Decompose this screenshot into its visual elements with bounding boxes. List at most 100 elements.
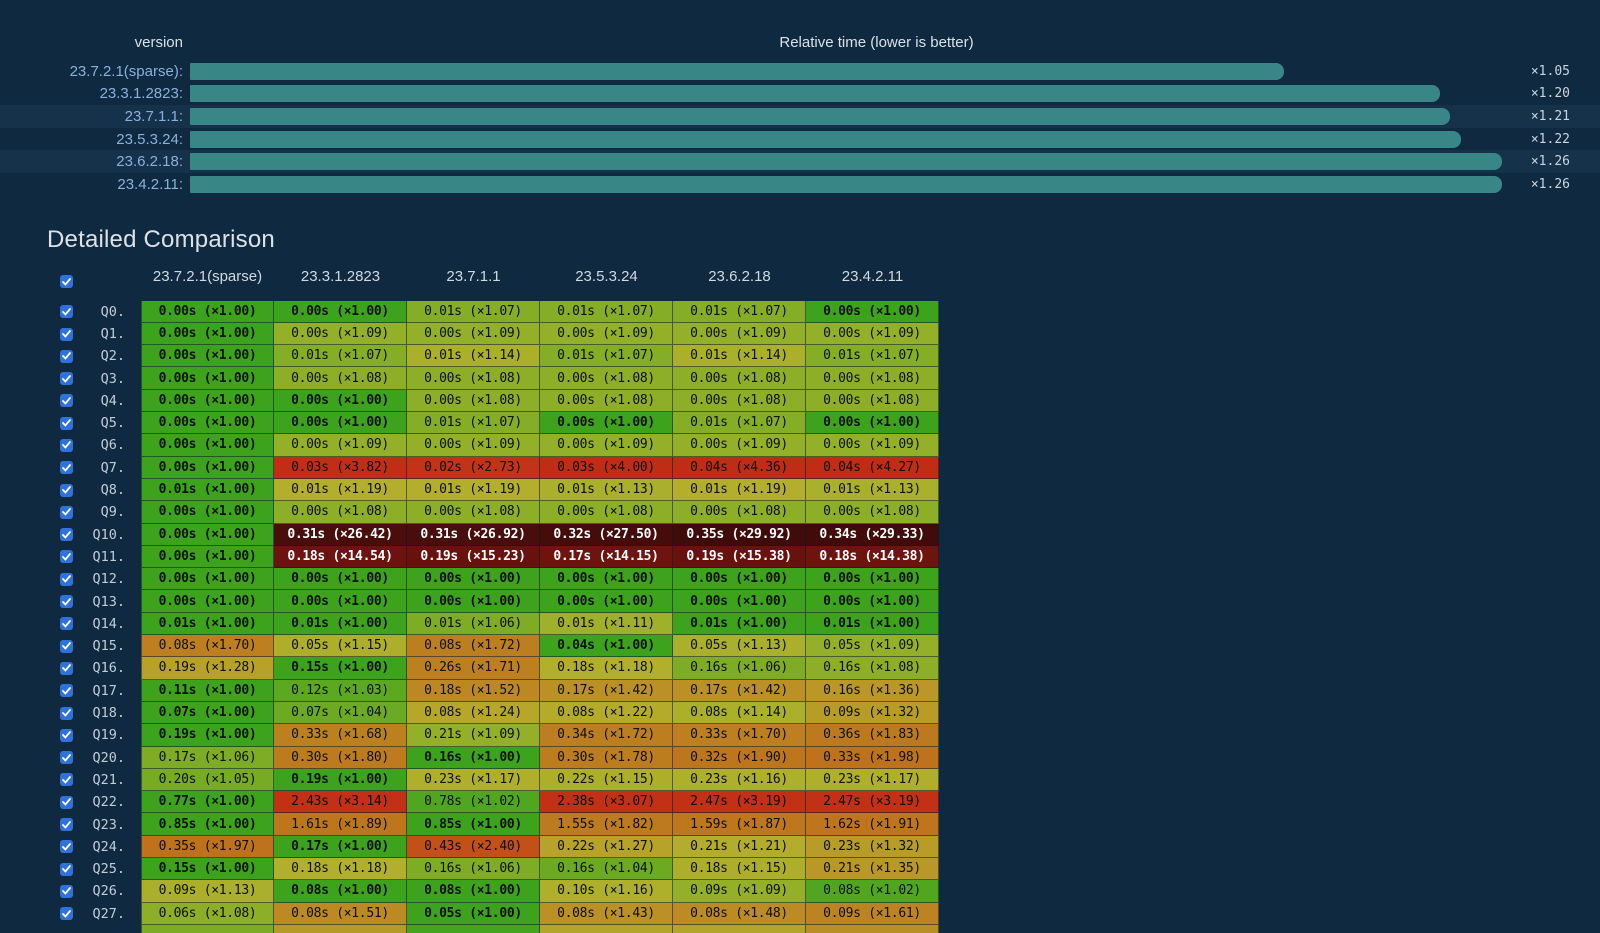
result-cell: 0.00s (×1.08) — [407, 501, 540, 524]
row-checkbox[interactable] — [60, 305, 73, 319]
row-checkbox[interactable] — [60, 550, 73, 564]
table-row: Q12. 0.00s (×1.00) 0.00s (×1.00) 0.00s (×1.… — [60, 568, 1600, 591]
result-cell: 0.00s (×1.08) — [540, 367, 673, 390]
column-header: 23.6.2.18 — [708, 267, 771, 285]
bar-zone — [190, 85, 1512, 103]
result-cell: 0.01s (×1.00) — [141, 612, 274, 636]
table-header-row: 23.7.2.1(sparse) 23.3.1.2823 23.7.1.1 23.5.… — [60, 268, 1600, 296]
result-cell: 0.00s (×1.00) — [806, 300, 939, 323]
version-label: 23.7.2.1(sparse): — [69, 62, 183, 80]
result-cell: 0.01s (×1.14) — [673, 345, 806, 368]
row-checkbox[interactable] — [60, 595, 73, 609]
version-bar-chart: version Relative time (lower is better) … — [0, 0, 1600, 196]
result-cell: 0.16s (×1.04) — [540, 857, 673, 881]
relative-time-bar — [190, 62, 1284, 80]
row-checkbox[interactable] — [60, 884, 73, 898]
result-cell: 0.17s (×14.15) — [540, 545, 673, 569]
row-checkbox[interactable] — [60, 349, 73, 363]
query-label: Q18. — [92, 705, 125, 722]
query-label: Q1. — [100, 326, 125, 342]
row-checkbox[interactable] — [60, 862, 73, 876]
row-checkbox[interactable] — [60, 327, 73, 341]
result-cell: 0.20s (×1.05) — [141, 768, 274, 792]
row-checkbox[interactable] — [60, 394, 73, 408]
row-checkbox[interactable] — [60, 684, 73, 698]
query-label: Q3. — [100, 370, 125, 387]
result-cell: 0.16s (×1.00) — [407, 746, 540, 769]
row-checkbox[interactable] — [60, 461, 73, 475]
result-cell: 0.01s (×1.00) — [141, 478, 274, 502]
row-checkbox[interactable] — [60, 728, 73, 742]
query-label: Q14. — [92, 615, 125, 632]
result-cell: 0.00s (×1.09) — [806, 322, 939, 346]
result-cell: 0.00s (×1.09) — [407, 434, 540, 457]
result-cell: 0.00s (×1.09) — [540, 322, 673, 346]
version-label: 23.7.1.1: — [124, 107, 183, 125]
relative-time-bar — [190, 130, 1461, 148]
row-checkbox[interactable] — [60, 505, 73, 519]
row-checkbox[interactable] — [60, 795, 73, 809]
result-cell: 0.32s (×1.90) — [673, 746, 806, 769]
result-cell: 0.00s (×1.00) — [540, 590, 673, 613]
result-cell: 0.30s (×1.80) — [274, 746, 407, 769]
row-checkbox[interactable] — [60, 773, 73, 787]
result-cell: 0.16s (×1.06) — [673, 657, 806, 680]
table-row: Q10. 0.00s (×1.00) 0.31s (×26.42) 0.31s (×2… — [60, 523, 1600, 546]
row-checkbox[interactable] — [60, 818, 73, 832]
result-cell: 0.18s (×14.38) — [806, 545, 939, 569]
row-checkbox[interactable] — [60, 528, 73, 542]
row-checkbox[interactable] — [60, 751, 73, 765]
table-row: Q0. 0.00s (×1.00) 0.00s (×1.00) 0.01s (×1.0… — [60, 300, 1600, 323]
select-all-checkbox[interactable] — [60, 275, 73, 289]
result-cell: 0.00s (×1.09) — [274, 434, 407, 457]
table-row: Q16. 0.19s (×1.28) 0.15s (×1.00) 0.26s (×1.… — [60, 657, 1600, 680]
row-checkbox[interactable] — [60, 639, 73, 653]
result-cell: 0.00s (×1.00) — [673, 568, 806, 591]
table-row: Q3. 0.00s (×1.00) 0.00s (×1.08) 0.00s (×1.0… — [60, 367, 1600, 390]
table-row: Q4. 0.00s (×1.00) 0.00s (×1.00) 0.00s (×1.0… — [60, 389, 1600, 413]
query-label: Q8. — [100, 482, 125, 499]
query-label: Q17. — [92, 682, 125, 699]
result-cell: 0.01s (×1.13) — [540, 478, 673, 502]
result-cell: 0.00s (×1.00) — [274, 300, 407, 323]
result-cell: 0.77s (×1.00) — [141, 791, 274, 814]
row-checkbox[interactable] — [60, 372, 73, 386]
row-checkbox[interactable] — [60, 438, 73, 452]
bar-row: 23.7.2.1(sparse): ×1.05 — [0, 60, 1600, 83]
row-checkbox[interactable] — [60, 907, 73, 921]
result-cell: 0.32s (×27.50) — [540, 523, 673, 546]
result-cell: 0.00s (×1.08) — [673, 501, 806, 524]
result-cell: 0.01s (×1.07) — [540, 300, 673, 323]
result-cell: 0.17s (×1.00) — [274, 835, 407, 858]
row-checkbox[interactable] — [60, 572, 73, 586]
result-cell: 0.19s (×1.00) — [274, 768, 407, 792]
query-label: Q13. — [92, 593, 125, 610]
result-cell: 0.30s (×1.78) — [540, 746, 673, 769]
result-cell: 2.38s (×3.07) — [540, 791, 673, 814]
row-checkbox[interactable] — [60, 483, 73, 497]
result-cell: 0.34s (×29.33) — [806, 523, 939, 546]
table-row: Q11. 0.00s (×1.00) 0.18s (×14.54) 0.19s (×1… — [60, 545, 1600, 569]
row-checkbox[interactable] — [60, 617, 73, 631]
query-label: Q25. — [92, 861, 125, 878]
result-cell: 0.01s (×1.00) — [274, 612, 407, 636]
bar-zone — [190, 175, 1512, 193]
table-header-cols: 23.7.2.1(sparse) 23.3.1.2823 23.7.1.1 23.5.… — [141, 268, 939, 296]
row-checkbox[interactable] — [60, 706, 73, 720]
bar-chart-header: version Relative time (lower is better) — [48, 30, 1570, 54]
result-cell: 0.21s (×1.09) — [407, 724, 540, 747]
row-checkbox[interactable] — [60, 661, 73, 675]
result-cell: 0.08s (×1.51) — [274, 902, 407, 925]
row-checkbox[interactable] — [60, 840, 73, 854]
result-cell: 0.85s (×1.00) — [141, 813, 274, 836]
result-cell: 0.36s (×1.83) — [806, 724, 939, 747]
result-cell: 0.19s (×15.38) — [673, 545, 806, 569]
result-cell: 0.00s (×1.08) — [540, 389, 673, 413]
row-checkbox[interactable] — [60, 416, 73, 430]
multiplier-label: ×1.22 — [1530, 131, 1570, 147]
result-cell: 0.34s (×1.72) — [540, 724, 673, 747]
result-cell: 0.01s (×1.06) — [407, 612, 540, 636]
result-cell: 0.00s (×1.00) — [141, 545, 274, 569]
result-cell: 0.04s (×4.36) — [673, 456, 806, 479]
result-cell: 0.00s (×1.00) — [274, 590, 407, 613]
